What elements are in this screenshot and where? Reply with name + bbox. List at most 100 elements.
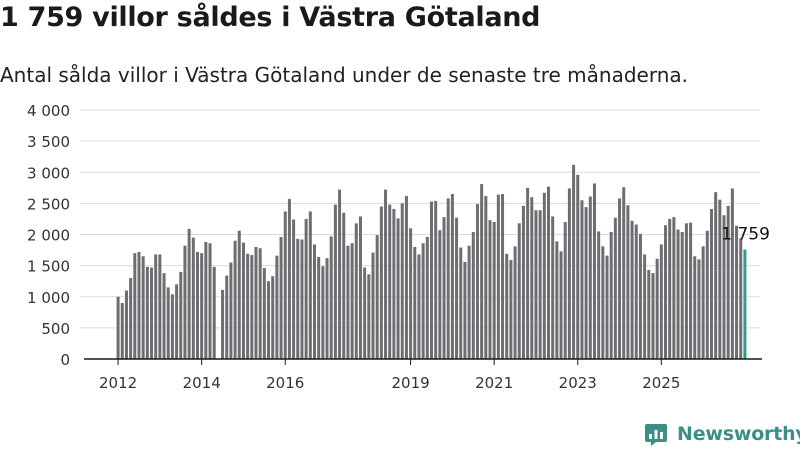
highlight-value-label: 1 759 bbox=[721, 225, 770, 245]
bar bbox=[379, 206, 383, 359]
bar bbox=[392, 208, 396, 359]
x-tick-label: 2019 bbox=[392, 374, 430, 392]
bar bbox=[179, 271, 183, 359]
bar bbox=[292, 219, 296, 359]
bar bbox=[484, 195, 488, 359]
bar bbox=[480, 184, 484, 359]
bar bbox=[283, 211, 287, 359]
bar bbox=[438, 230, 442, 359]
bar bbox=[271, 276, 275, 359]
bar bbox=[659, 244, 663, 359]
bar bbox=[166, 287, 170, 359]
bar bbox=[689, 222, 693, 359]
bar bbox=[680, 232, 684, 359]
bar bbox=[567, 188, 571, 359]
bar bbox=[618, 198, 622, 359]
bar bbox=[730, 188, 734, 359]
bar bbox=[605, 255, 609, 359]
y-tick-label: 3 000 bbox=[27, 164, 70, 182]
y-tick-label: 500 bbox=[41, 320, 70, 338]
bar bbox=[584, 207, 588, 359]
x-tick-label: 2012 bbox=[99, 374, 137, 392]
bar bbox=[492, 222, 496, 359]
bar bbox=[634, 224, 638, 359]
bar bbox=[622, 187, 626, 359]
bar bbox=[162, 273, 166, 359]
bar bbox=[133, 253, 137, 359]
bar bbox=[346, 245, 350, 359]
bars bbox=[116, 164, 747, 359]
x-tick-label: 2016 bbox=[266, 374, 304, 392]
bar bbox=[404, 195, 408, 359]
bar bbox=[701, 246, 705, 359]
bar bbox=[655, 258, 659, 359]
bar bbox=[672, 217, 676, 359]
bar bbox=[559, 251, 563, 359]
bar bbox=[684, 223, 688, 359]
y-tick-label: 0 bbox=[60, 351, 70, 369]
bar bbox=[246, 253, 250, 359]
x-tick-label: 2023 bbox=[559, 374, 597, 392]
bar bbox=[409, 228, 413, 359]
bar bbox=[588, 196, 592, 359]
bar bbox=[417, 254, 421, 359]
bar bbox=[547, 186, 551, 359]
y-tick-label: 1 000 bbox=[27, 289, 70, 307]
bar bbox=[342, 212, 346, 359]
bar bbox=[530, 197, 534, 359]
y-tick-label: 1 500 bbox=[27, 258, 70, 276]
y-tick-label: 3 500 bbox=[27, 133, 70, 151]
bar bbox=[705, 230, 709, 359]
bar bbox=[664, 225, 668, 359]
bar bbox=[250, 255, 254, 359]
y-tick-label: 4 000 bbox=[27, 102, 70, 120]
bar bbox=[124, 290, 128, 359]
bar bbox=[120, 302, 124, 359]
bar bbox=[154, 254, 158, 359]
bar bbox=[459, 247, 463, 359]
bar bbox=[563, 222, 567, 359]
bar bbox=[718, 199, 722, 359]
bar bbox=[572, 164, 576, 359]
bar bbox=[137, 251, 141, 359]
bar bbox=[471, 232, 475, 359]
bar bbox=[129, 278, 133, 359]
bar bbox=[425, 236, 429, 359]
bar bbox=[505, 253, 509, 359]
bar bbox=[697, 259, 701, 359]
bar bbox=[613, 217, 617, 359]
bar bbox=[158, 254, 162, 359]
bar bbox=[254, 246, 258, 359]
bar bbox=[496, 194, 500, 359]
y-tick-label: 2 000 bbox=[27, 227, 70, 245]
bar bbox=[693, 256, 697, 359]
newsworthy-logo-icon bbox=[645, 424, 667, 446]
bar bbox=[175, 284, 179, 359]
bar bbox=[329, 236, 333, 359]
bar bbox=[304, 218, 308, 359]
bar bbox=[183, 245, 187, 359]
bar bbox=[204, 241, 208, 359]
bar bbox=[626, 205, 630, 359]
bar bbox=[275, 255, 279, 359]
bar bbox=[467, 245, 471, 359]
bar bbox=[187, 228, 191, 359]
bar bbox=[312, 244, 316, 359]
bar bbox=[709, 208, 713, 359]
bar bbox=[513, 246, 517, 359]
bar bbox=[321, 266, 325, 359]
bar bbox=[241, 242, 245, 359]
bar bbox=[555, 241, 559, 359]
x-axis: 2012 2014 2016 2019 2021 2023 2025 bbox=[84, 358, 762, 392]
bar bbox=[279, 236, 283, 359]
bar bbox=[647, 269, 651, 359]
bar bbox=[375, 235, 379, 359]
bar bbox=[592, 183, 596, 359]
bar bbox=[354, 223, 358, 359]
bar bbox=[333, 204, 337, 359]
bar bbox=[195, 251, 199, 359]
bar bbox=[676, 229, 680, 359]
bar bbox=[233, 240, 237, 359]
chart-title: 1 759 villor såldes i Västra Götaland bbox=[0, 2, 541, 33]
